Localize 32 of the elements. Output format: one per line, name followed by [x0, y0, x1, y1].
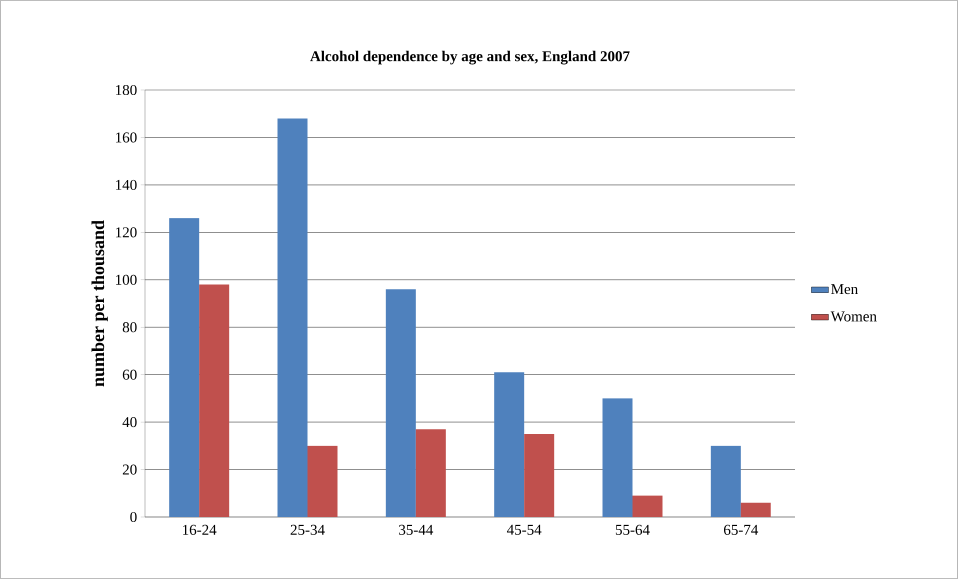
bar — [710, 446, 741, 517]
bar — [524, 434, 554, 517]
bar — [632, 496, 663, 517]
y-axis-title: number per thousand — [92, 220, 108, 387]
x-tick-label: 35-44 — [399, 524, 434, 535]
y-tick-label: 100 — [116, 274, 137, 285]
y-tick-label: 80 — [122, 322, 137, 332]
y-tick-label: 40 — [122, 417, 137, 428]
bar — [308, 446, 338, 517]
x-tick-label: 45-54 — [506, 524, 542, 535]
bar — [416, 429, 446, 517]
legend-label: Men — [831, 284, 858, 294]
y-tick-label: 180 — [116, 84, 137, 96]
bar — [602, 398, 633, 517]
y-tick-label: 140 — [116, 180, 137, 190]
bar — [169, 218, 200, 517]
chart-title: Alcohol dependence by age and sex, England 2007 — [310, 50, 630, 64]
legend-label: Women — [830, 312, 877, 322]
bar — [494, 372, 524, 517]
bar — [386, 289, 416, 517]
bar — [278, 118, 308, 517]
x-tick-label: 65-74 — [724, 524, 758, 535]
y-tick-label: 20 — [122, 464, 137, 475]
y-tick-label: 60 — [122, 370, 137, 380]
y-tick-label: 160 — [116, 132, 137, 142]
bar — [740, 502, 771, 517]
x-tick-label: 55-64 — [616, 524, 650, 535]
y-tick-label: 120 — [116, 227, 137, 238]
x-tick-label: 25-34 — [290, 524, 325, 535]
y-tick-label: 0 — [130, 512, 137, 522]
x-tick-label: 16-24 — [182, 524, 216, 535]
bar — [199, 284, 230, 517]
